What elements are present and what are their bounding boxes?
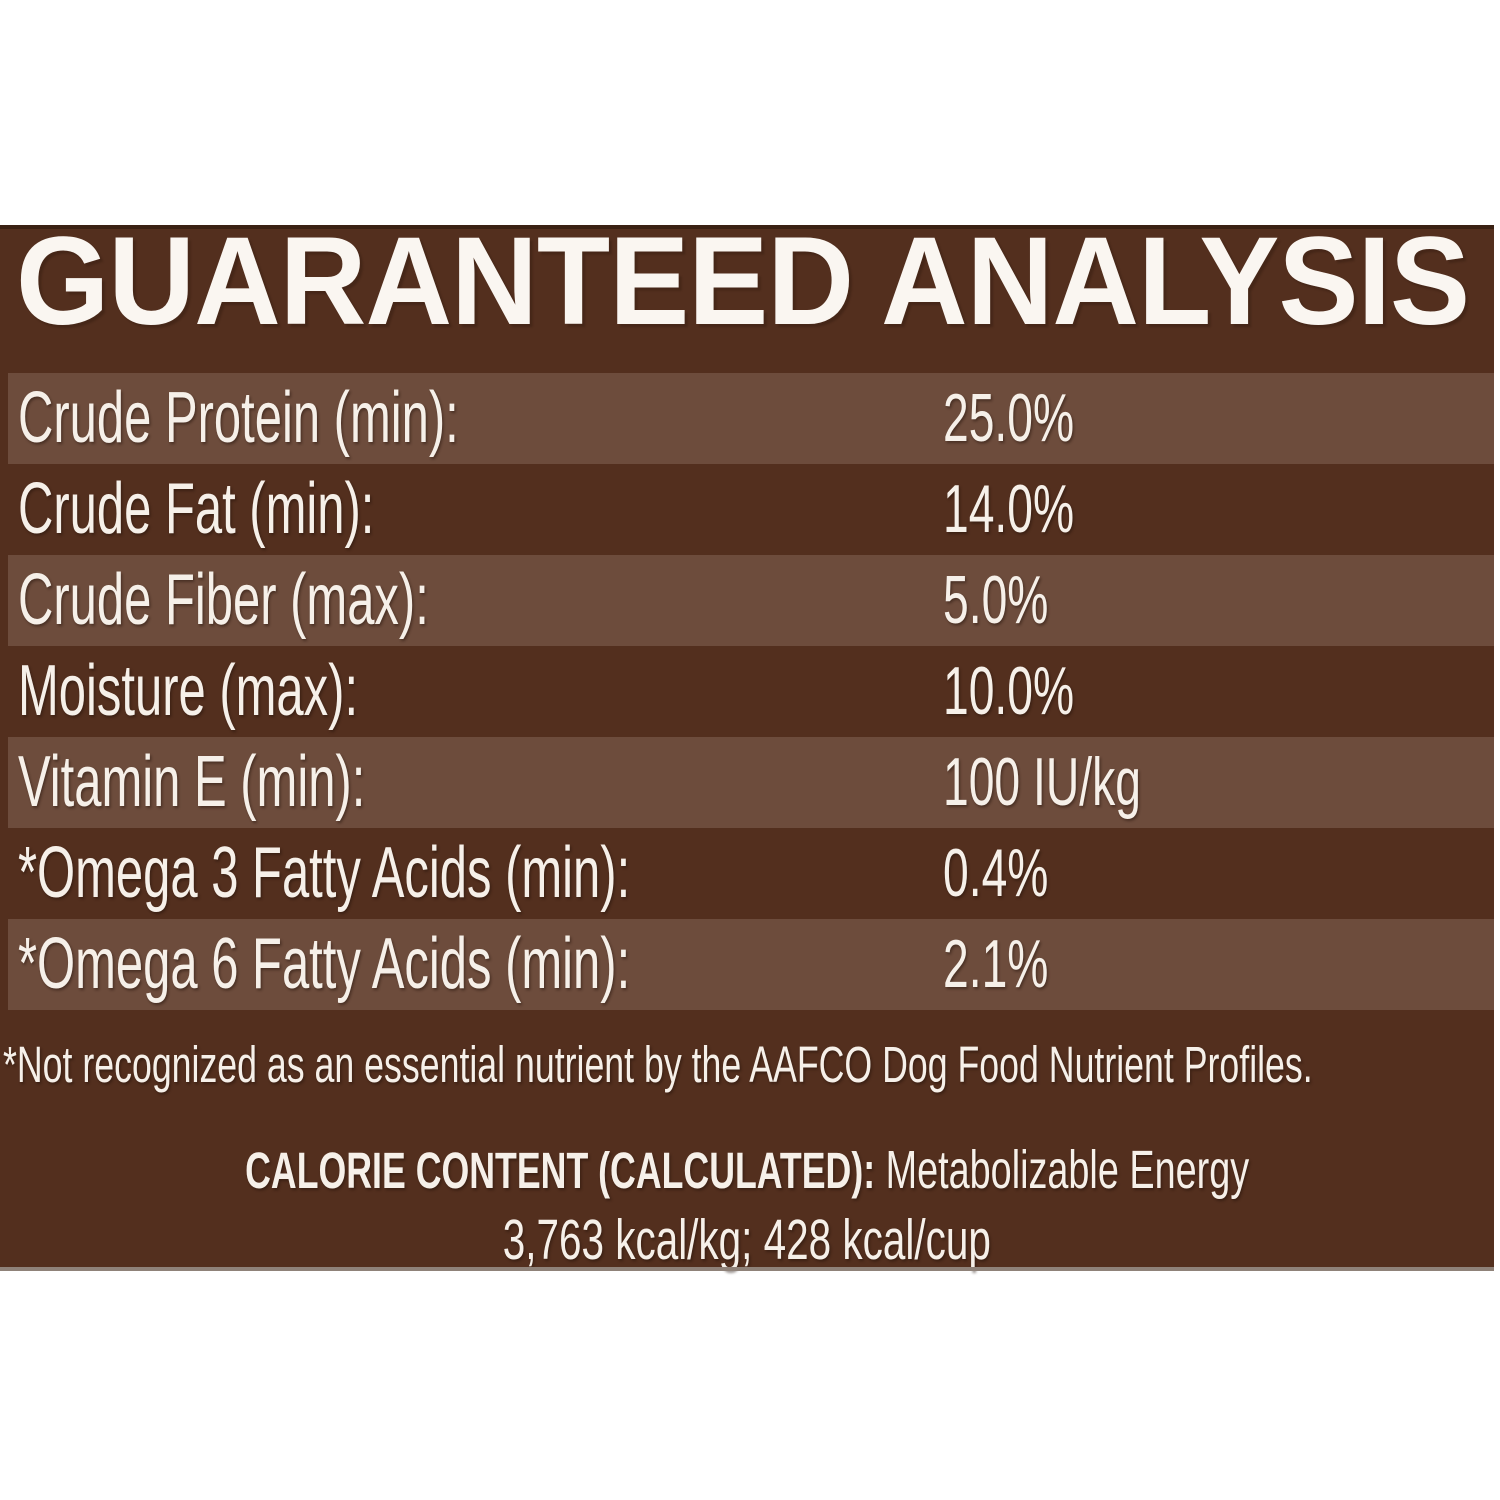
analysis-panel: GUARANTEED ANALYSIS Crude Protein (min):… (0, 219, 1494, 1271)
table-row: *Omega 3 Fatty Acids (min): 0.4% (0, 828, 1494, 919)
calorie-values: 3,763 kcal/kg; 428 kcal/cup (502, 1208, 992, 1272)
aafco-footnote: *Not recognized as an essential nutrient… (3, 1036, 1313, 1093)
nutrient-label: Crude Protein (min): (18, 378, 459, 458)
calorie-content-subheading: Metabolizable Energy (874, 1140, 1249, 1200)
analysis-table: Crude Protein (min): 25.0% Crude Fat (mi… (0, 373, 1494, 1010)
nutrient-label: Moisture (max): (18, 651, 359, 731)
page-title: GUARANTEED ANALYSIS (16, 212, 1470, 351)
table-row: Moisture (max): 10.0% (0, 646, 1494, 737)
nutrient-label: *Omega 6 Fatty Acids (min): (18, 924, 631, 1004)
table-row: *Omega 6 Fatty Acids (min): 2.1% (0, 919, 1494, 1010)
nutrient-value: 100 IU/kg (943, 744, 1141, 820)
nutrient-label: Crude Fiber (max): (18, 560, 429, 640)
table-row: Crude Protein (min): 25.0% (0, 373, 1494, 464)
nutrient-label: Vitamin E (min): (18, 742, 366, 822)
calorie-content-heading: CALORIE CONTENT (CALCULATED): (244, 1142, 875, 1199)
nutrient-value: 0.4% (943, 835, 1049, 911)
calorie-content-line: CALORIE CONTENT (CALCULATED): Metaboliza… (0, 1140, 1494, 1201)
table-row: Vitamin E (min): 100 IU/kg (0, 737, 1494, 828)
nutrient-value: 5.0% (943, 562, 1049, 638)
nutrient-label: Crude Fat (min): (18, 469, 375, 549)
nutrient-value: 14.0% (943, 471, 1075, 547)
table-row: Crude Fat (min): 14.0% (0, 464, 1494, 555)
nutrient-value: 25.0% (943, 380, 1075, 456)
nutrient-value: 2.1% (943, 926, 1049, 1002)
nutrient-label: *Omega 3 Fatty Acids (min): (18, 833, 631, 913)
table-row: Crude Fiber (max): 5.0% (0, 555, 1494, 646)
calorie-values-line: 3,763 kcal/kg; 428 kcal/cup (0, 1210, 1494, 1270)
nutrient-value: 10.0% (943, 653, 1075, 729)
